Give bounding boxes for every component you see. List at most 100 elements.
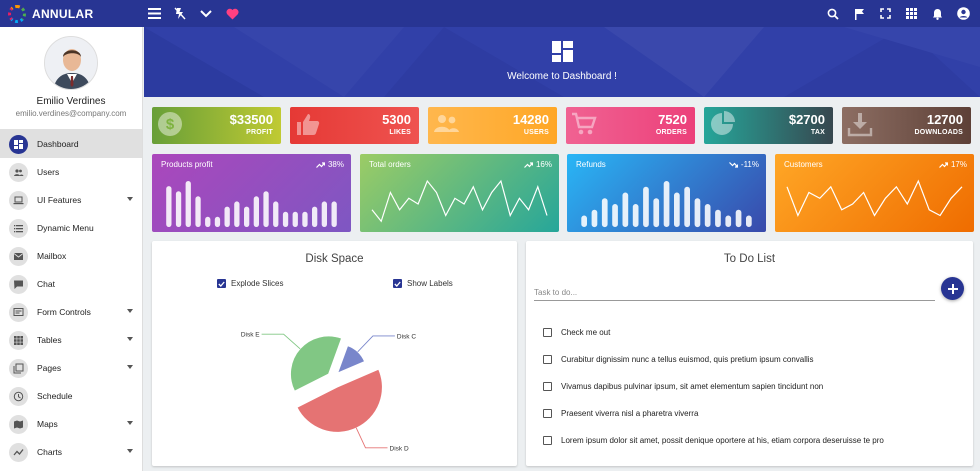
sidebar-item-dashboard[interactable]: Dashboard [0, 130, 142, 158]
todo-text: Curabitur dignissim nunc a tellus euismo… [561, 355, 814, 364]
bell-icon[interactable] [930, 7, 944, 21]
mini-chart-customers: Customers 17% [775, 154, 974, 232]
mini-chart-change: 38% [316, 160, 344, 169]
bar-mark [244, 206, 250, 227]
bar-mark [704, 204, 711, 227]
stat-tile-downloads[interactable]: 12700 DOWNLOADS [842, 107, 971, 144]
todo-checkbox[interactable] [543, 436, 552, 445]
sidebar-item-dynamic-menu[interactable]: Dynamic Menu [0, 214, 142, 242]
stat-tile-likes[interactable]: 5300 LIKES [290, 107, 419, 144]
trending-up-icon [939, 161, 948, 168]
stat-tile-orders[interactable]: 7520 ORDERS [566, 107, 695, 144]
todo-checkbox[interactable] [543, 328, 552, 337]
users-icon [9, 162, 28, 182]
heart-icon[interactable] [225, 7, 239, 21]
checkbox-label: Explode Slices [231, 279, 284, 288]
welcome-title: Welcome to Dashboard ! [507, 71, 617, 82]
sidebar-item-label: Dashboard [37, 139, 79, 149]
stat-value: $2700 [788, 112, 825, 127]
sidebar-item-label: Maps [37, 419, 58, 429]
mini-chart-total-orders: Total orders 16% [360, 154, 559, 232]
search-icon[interactable] [826, 7, 840, 21]
sidebar-item-tables[interactable]: Tables [0, 326, 142, 354]
download-icon [847, 111, 873, 140]
bar-mark [214, 216, 221, 227]
show-labels-checkbox[interactable]: Show Labels [393, 279, 453, 288]
sidebar-item-label: Pages [37, 363, 62, 373]
stat-tile-users[interactable]: 14280 USERS [428, 107, 557, 144]
bar-mark [175, 191, 182, 227]
logo-icon [8, 4, 26, 23]
sidebar-item-label: Form Controls [37, 307, 91, 317]
stat-tile-profit[interactable]: $ $33500 PROFIT [152, 107, 281, 144]
caret-down-icon [127, 197, 133, 201]
account-icon[interactable] [956, 7, 970, 21]
sidebar-item-users[interactable]: Users [0, 158, 142, 186]
task-input[interactable] [534, 285, 935, 301]
bar-mark [302, 211, 308, 227]
sidebar-item-ui-features[interactable]: UI Features [0, 186, 142, 214]
todo-checkbox[interactable] [543, 409, 552, 418]
sidebar-item-charts[interactable]: Charts [0, 438, 142, 466]
change-value: 17% [950, 160, 967, 169]
stat-value: 5300 [382, 112, 411, 127]
disk-pie-chart: Disk C Disk D Disk E [241, 332, 417, 453]
bar-mark [331, 201, 337, 227]
bar-mark [612, 204, 618, 227]
fullscreen-icon[interactable] [878, 7, 892, 21]
chevron-down-icon[interactable] [199, 7, 213, 21]
stat-tile-tax[interactable]: $2700 TAX [704, 107, 833, 144]
user-email: emilio.verdines@company.com [15, 109, 127, 118]
checkbox-label: Show Labels [407, 279, 453, 288]
bar-mark [224, 206, 230, 227]
pages-icon [9, 358, 28, 378]
bar-mark [622, 192, 629, 227]
pie-slice-disk-e[interactable] [290, 335, 343, 392]
todo-panel: To Do List Check me out Curabitur digniss… [526, 241, 973, 466]
avatar[interactable] [44, 36, 98, 90]
sidebar-item-maps[interactable]: Maps [0, 410, 142, 438]
sidebar-item-label: Mailbox [37, 251, 67, 261]
explode-slices-checkbox[interactable]: Explode Slices [217, 279, 283, 288]
sidebar-item-pages[interactable]: Pages [0, 354, 142, 382]
chart-icon [9, 442, 28, 462]
bar-mark [684, 186, 690, 228]
apps-icon[interactable] [904, 7, 918, 21]
todo-checkbox[interactable] [543, 382, 552, 391]
add-task-button[interactable] [941, 277, 964, 300]
stat-label: TAX [810, 129, 825, 136]
sidebar-item-chat[interactable]: Chat [0, 270, 142, 298]
bar-mark [601, 198, 608, 228]
todo-item: Curabitur dignissim nunc a tellus euismo… [543, 346, 963, 373]
bar-mark [715, 209, 721, 228]
plus-icon [947, 283, 958, 294]
todo-checkbox[interactable] [543, 355, 552, 364]
stat-value: $33500 [229, 112, 273, 127]
sidebar-item-label: Charts [37, 447, 63, 457]
pie-icon [709, 111, 735, 140]
bar-mark [632, 204, 639, 227]
flash-off-icon[interactable] [173, 7, 187, 21]
mini-chart-change: -11% [728, 160, 759, 169]
bar-mark [263, 191, 269, 227]
sidebar-item-schedule[interactable]: Schedule [0, 382, 142, 410]
bar-mark [746, 215, 752, 227]
pie-slice-disk-c[interactable] [337, 345, 366, 374]
bar-mark [253, 196, 259, 227]
bar-mark [663, 181, 670, 227]
sidebar-item-label: Chat [37, 279, 55, 289]
menu-icon[interactable] [147, 7, 161, 21]
todo-text: Check me out [561, 328, 611, 337]
bar-mark [643, 186, 649, 228]
todo-text: Vivamus dapibus pulvinar ipsum, sit amet… [561, 382, 824, 391]
mini-chart-plot [371, 179, 548, 223]
flag-icon[interactable] [852, 7, 866, 21]
app-logo[interactable]: ANNULAR [0, 4, 143, 23]
trending-down-icon [728, 161, 738, 168]
sidebar: Emilio Verdines emilio.verdines@company.… [0, 27, 143, 471]
line-series [786, 179, 963, 218]
pie-label-line [357, 335, 395, 353]
sidebar-item-mailbox[interactable]: Mailbox [0, 242, 142, 270]
stat-value: 12700 [926, 112, 963, 127]
sidebar-item-form-controls[interactable]: Form Controls [0, 298, 142, 326]
